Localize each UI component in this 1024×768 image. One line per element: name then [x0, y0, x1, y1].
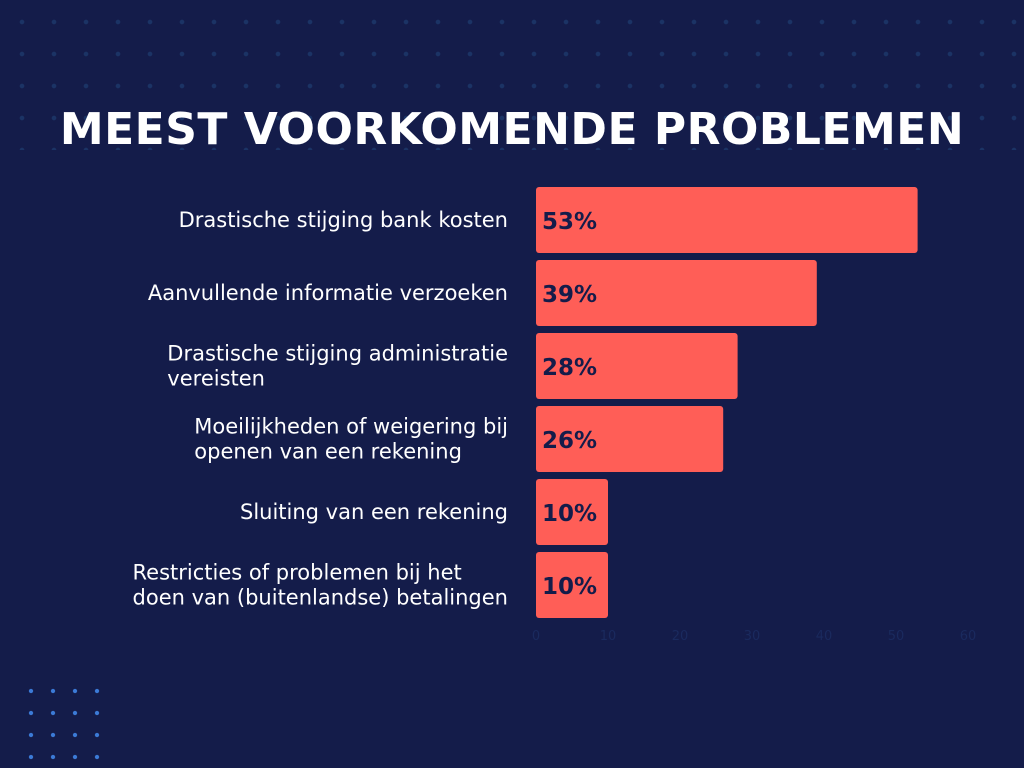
category-label-2: Drastische stijging administratie vereist…	[167, 342, 508, 391]
category-label-3: Moeilijkheden of weigering bij openen van…	[194, 415, 508, 464]
value-label-1: 39%	[542, 282, 597, 308]
category-label-5: Restricties of problemen bij het doen van…	[133, 561, 508, 610]
value-label-3: 26%	[542, 428, 597, 454]
value-label-5: 10%	[542, 574, 597, 600]
value-label-2: 28%	[542, 355, 597, 381]
category-label-4: Sluiting van een rekening	[240, 500, 508, 524]
value-labels-group: 53% 39% 28% 26% 10% 10%	[542, 209, 597, 600]
bars-group	[536, 187, 918, 618]
category-label-1: Aanvullende informatie verzoeken	[148, 281, 508, 305]
bar-1	[536, 260, 817, 326]
category-label-0: Drastische stijging bank kosten	[179, 208, 508, 232]
x-tick-label-1: 10	[600, 629, 617, 644]
x-tick-label-2: 20	[672, 629, 689, 644]
bar-3	[536, 406, 724, 472]
background-dot-pattern-top	[0, 0, 1024, 150]
bar-5	[536, 552, 608, 618]
x-tick-label-6: 60	[960, 629, 977, 644]
bar-4	[536, 479, 608, 545]
bar-2	[536, 333, 738, 399]
x-tick-label-4: 40	[816, 629, 833, 644]
x-tick-label-5: 50	[888, 629, 905, 644]
bar-0	[536, 187, 918, 253]
value-label-4: 10%	[542, 501, 597, 527]
x-axis-ticks-group: 0 10 20 30 40 50 60	[532, 629, 976, 644]
background-dot-pattern-bottom	[20, 680, 110, 768]
x-tick-label-3: 30	[744, 629, 761, 644]
category-labels-group: Drastische stijging bank kosten Aanvullen…	[133, 208, 508, 610]
value-label-0: 53%	[542, 209, 597, 235]
x-tick-label-0: 0	[532, 629, 540, 644]
chart-title: MEEST VOORKOMENDE PROBLEMEN	[59, 104, 965, 155]
